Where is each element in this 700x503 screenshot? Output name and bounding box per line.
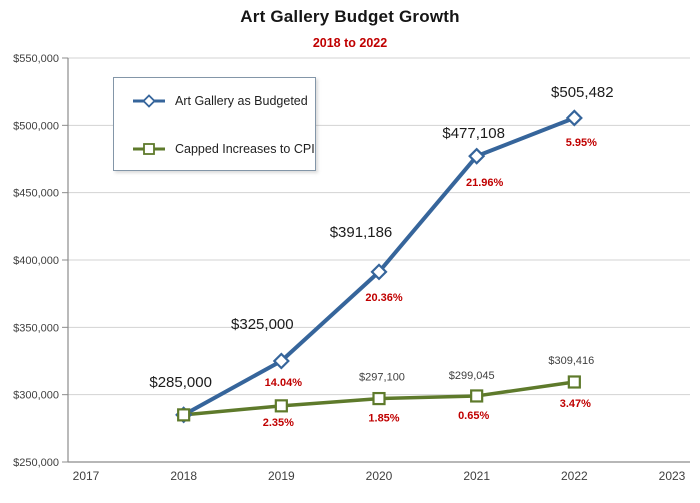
legend-sample-svg (133, 94, 165, 108)
x-tick-label: 2021 (463, 469, 490, 483)
chart-subtitle: 2018 to 2022 (312, 36, 388, 50)
square-marker (470, 389, 484, 403)
value-label: $299,045 (449, 370, 495, 382)
value-label: $391,186 (330, 224, 393, 241)
value-label: $297,100 (359, 372, 405, 384)
pct-label: 21.96% (466, 177, 504, 189)
legend-label-capped: Capped Increases to CPI (175, 142, 315, 156)
square-marker (177, 408, 191, 422)
x-tick-label: 2019 (268, 469, 295, 483)
value-label: $285,000 (149, 374, 212, 391)
legend: Art Gallery as Budgeted Capped Increases… (113, 77, 316, 171)
legend-item-capped-increases-to-cpi: Capped Increases to CPI (132, 141, 315, 157)
legend-item-art-gallery-as-budgeted: Art Gallery as Budgeted (132, 93, 308, 109)
y-tick-label: $450,000 (13, 188, 59, 200)
y-tick-label: $400,000 (13, 255, 59, 267)
diamond-marker (272, 352, 290, 370)
value-label: $477,108 (442, 125, 505, 142)
pct-label: 14.04% (265, 377, 303, 389)
budgeted-series-line-icon (132, 93, 166, 109)
value-label: $309,416 (548, 355, 594, 367)
x-tick-label: 2022 (561, 469, 588, 483)
diamond-marker (370, 263, 388, 281)
pct-label: 3.47% (560, 398, 591, 410)
x-tick-label: 2017 (73, 469, 100, 483)
x-tick-label: 2023 (659, 469, 686, 483)
pct-label: 5.95% (566, 137, 597, 149)
capped-series-line-icon (132, 141, 166, 157)
chart-title: Art Gallery Budget Growth (240, 7, 460, 26)
legend-label-budgeted: Art Gallery as Budgeted (175, 94, 308, 108)
square-marker (372, 391, 386, 406)
square-marker (274, 399, 288, 413)
pct-label: 20.36% (365, 292, 403, 304)
y-tick-label: $250,000 (13, 457, 59, 469)
y-tick-label: $300,000 (13, 390, 59, 402)
value-label: $505,482 (551, 84, 614, 101)
square-marker (567, 375, 581, 389)
diamond-marker (565, 109, 583, 127)
y-tick-label: $350,000 (13, 322, 59, 334)
x-tick-label: 2018 (170, 469, 197, 483)
y-tick-label: $550,000 (13, 53, 59, 65)
y-tick-label: $500,000 (13, 120, 59, 132)
x-tick-label: 2020 (366, 469, 393, 483)
pct-label: 2.35% (263, 417, 294, 429)
diamond-marker (468, 147, 486, 165)
legend-sample-svg (133, 143, 165, 155)
pct-label: 1.85% (368, 413, 399, 425)
pct-label: 0.65% (458, 410, 489, 422)
value-label: $325,000 (231, 316, 294, 333)
